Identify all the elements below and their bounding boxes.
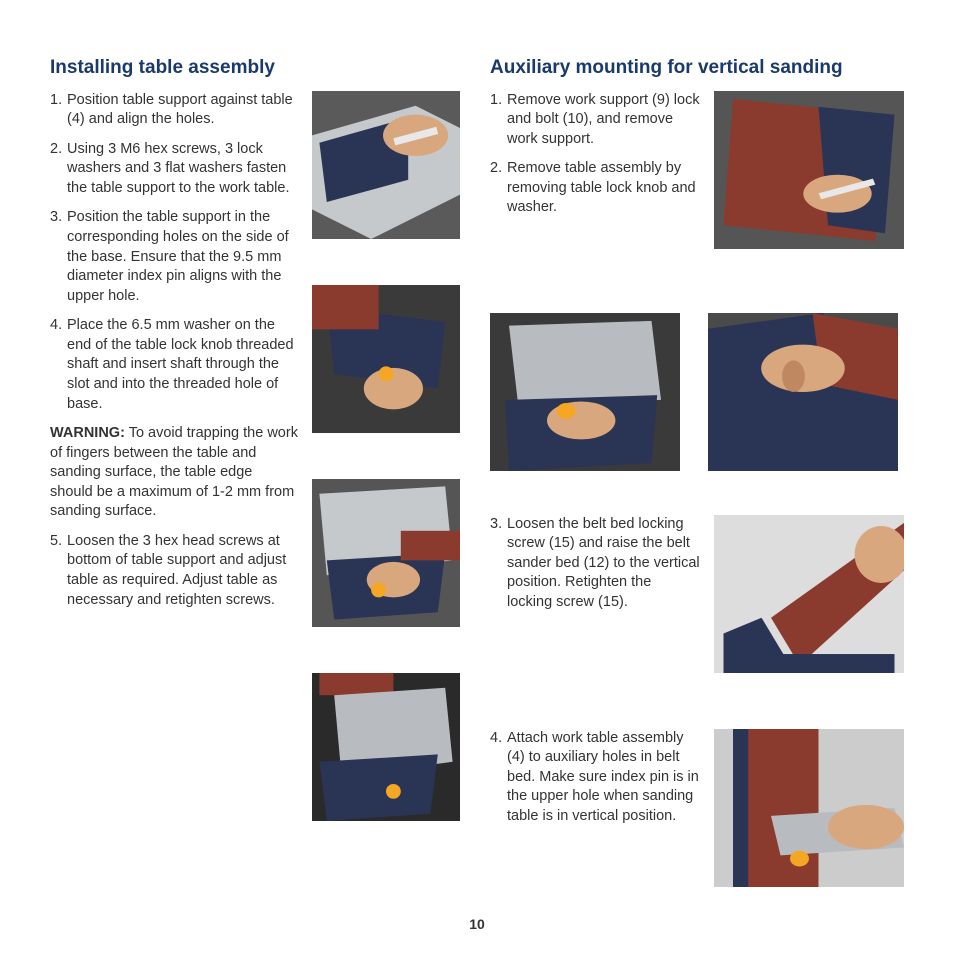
step-item: Position the table support in the corres… — [50, 208, 298, 306]
right-step-3: Loosen the belt bed locking screw (15) a… — [490, 515, 700, 613]
right-steps-1-2: Remove work support (9) lock and bolt (1… — [490, 91, 700, 218]
aux-photo-2b — [708, 313, 898, 471]
step-item: Loosen the 3 hex head screws at bottom o… — [50, 532, 298, 610]
step-item: Position table support against table (4)… — [50, 91, 298, 130]
step-item: Remove table assembly by removing table … — [490, 159, 700, 218]
step-item: Remove work support (9) lock and bolt (1… — [490, 91, 700, 150]
heading-left: Installing table assembly — [50, 55, 460, 81]
aux-photo-1 — [714, 91, 904, 249]
step-item: Loosen the belt bed locking screw (15) a… — [490, 515, 700, 613]
assembly-photo-1 — [312, 91, 460, 239]
assembly-photo-4 — [312, 673, 460, 821]
heading-right: Auxiliary mounting for vertical sanding — [490, 55, 904, 81]
page-number: 10 — [0, 915, 954, 934]
aux-photo-2a — [490, 313, 680, 471]
step-item: Using 3 M6 hex screws, 3 lock washers an… — [50, 140, 298, 199]
aux-photo-4 — [714, 729, 904, 887]
warning-text: WARNING: To avoid trapping the work of f… — [50, 424, 298, 522]
left-step-5: Loosen the 3 hex head screws at bottom o… — [50, 532, 298, 610]
step-item: Attach work table assembly (4) to auxili… — [490, 729, 700, 827]
step-item: Place the 6.5 mm washer on the end of th… — [50, 316, 298, 414]
left-steps-1-4: Position table support against table (4)… — [50, 91, 298, 414]
right-step-4: Attach work table assembly (4) to auxili… — [490, 729, 700, 827]
assembly-photo-3 — [312, 479, 460, 627]
aux-photo-3 — [714, 515, 904, 673]
assembly-photo-2 — [312, 285, 460, 433]
warning-label: WARNING: — [50, 425, 125, 441]
